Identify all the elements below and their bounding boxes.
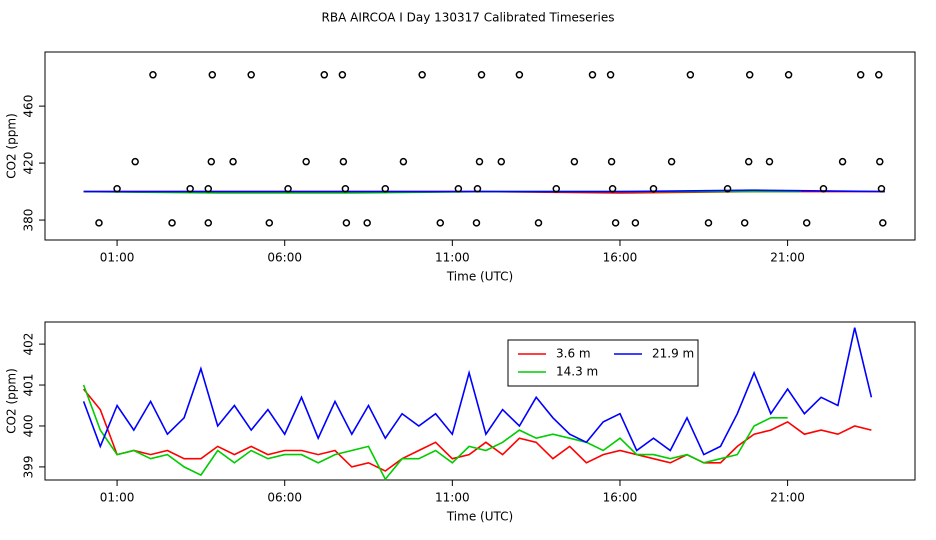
series-line (83, 189, 885, 193)
data-point (436, 219, 445, 227)
data-point (819, 184, 828, 193)
data-point (186, 184, 194, 193)
legend-label: 21.9 m (652, 347, 694, 361)
data-point (113, 184, 121, 193)
data-point (745, 71, 754, 79)
data-point (381, 184, 390, 193)
y-tick-label: 400 (22, 415, 36, 438)
data-point (765, 157, 774, 166)
data-point (515, 71, 524, 79)
data-point (534, 219, 543, 227)
x-axis-label: Time (UTC) (446, 510, 513, 524)
data-point (875, 71, 883, 79)
data-point (204, 219, 213, 227)
x-tick-label: 21:00 (770, 251, 805, 265)
data-point (168, 219, 176, 227)
data-point (472, 219, 481, 227)
data-point (320, 71, 329, 79)
data-point (667, 157, 676, 166)
x-tick-label: 11:00 (435, 251, 470, 265)
data-point (570, 157, 579, 166)
data-point (131, 157, 139, 166)
data-point (631, 219, 640, 227)
data-point (608, 184, 617, 193)
y-axis-label: CO2 (ppm) (5, 113, 19, 179)
data-point (876, 157, 884, 166)
x-tick-label: 06:00 (267, 491, 302, 505)
series-line (82, 384, 788, 481)
data-point (473, 184, 482, 193)
x-axis-label: Time (UTC) (446, 270, 513, 284)
data-point (204, 184, 213, 193)
data-point (477, 71, 486, 79)
y-axis-label: CO2 (ppm) (5, 368, 19, 434)
y-tick-label: 401 (22, 374, 36, 397)
data-point (877, 184, 886, 193)
data-point (856, 71, 865, 79)
data-point (284, 184, 292, 193)
legend-label: 3.6 m (556, 347, 591, 361)
x-tick-label: 21:00 (770, 491, 805, 505)
series-line (82, 327, 873, 456)
data-point (611, 219, 620, 227)
x-tick-label: 01:00 (100, 491, 135, 505)
data-point (802, 219, 811, 227)
data-point (341, 184, 350, 193)
data-point (399, 157, 408, 166)
y-tick-label: 402 (22, 333, 36, 356)
legend-box (507, 339, 699, 387)
data-point (704, 219, 713, 227)
data-point (339, 157, 348, 166)
y-tick-label: 399 (22, 455, 36, 478)
chart-title: RBA AIRCOA I Day 130317 Calibrated Times… (322, 11, 615, 25)
plot-frame (44, 51, 916, 241)
data-point (606, 71, 615, 79)
data-point (229, 157, 237, 166)
data-point (247, 71, 255, 79)
data-point (265, 219, 274, 227)
data-point (475, 157, 484, 166)
data-point (302, 157, 310, 166)
x-tick-label: 16:00 (603, 251, 638, 265)
data-point (95, 219, 103, 227)
data-point (879, 219, 887, 227)
data-point (363, 219, 371, 227)
data-point (723, 184, 732, 193)
plot-frame (44, 321, 916, 481)
data-point (838, 157, 847, 166)
y-tick-label: 460 (22, 95, 36, 118)
legend-label: 14.3 m (556, 365, 598, 379)
data-point (588, 71, 597, 79)
data-point (342, 219, 351, 227)
x-tick-label: 06:00 (267, 251, 302, 265)
data-point (208, 71, 217, 79)
data-point (207, 157, 216, 166)
y-tick-label: 380 (22, 209, 36, 232)
y-tick-label: 420 (22, 152, 36, 175)
data-point (784, 71, 793, 79)
x-tick-label: 11:00 (435, 491, 470, 505)
x-tick-label: 16:00 (603, 491, 638, 505)
data-point (497, 157, 506, 166)
data-point (744, 157, 753, 166)
data-point (607, 157, 616, 166)
data-point (686, 71, 695, 79)
data-point (649, 184, 658, 193)
data-point (552, 184, 561, 193)
data-point (454, 184, 463, 193)
data-point (149, 71, 157, 79)
data-point (418, 71, 426, 79)
data-point (338, 71, 347, 79)
x-tick-label: 01:00 (100, 251, 135, 265)
data-point (740, 219, 749, 227)
